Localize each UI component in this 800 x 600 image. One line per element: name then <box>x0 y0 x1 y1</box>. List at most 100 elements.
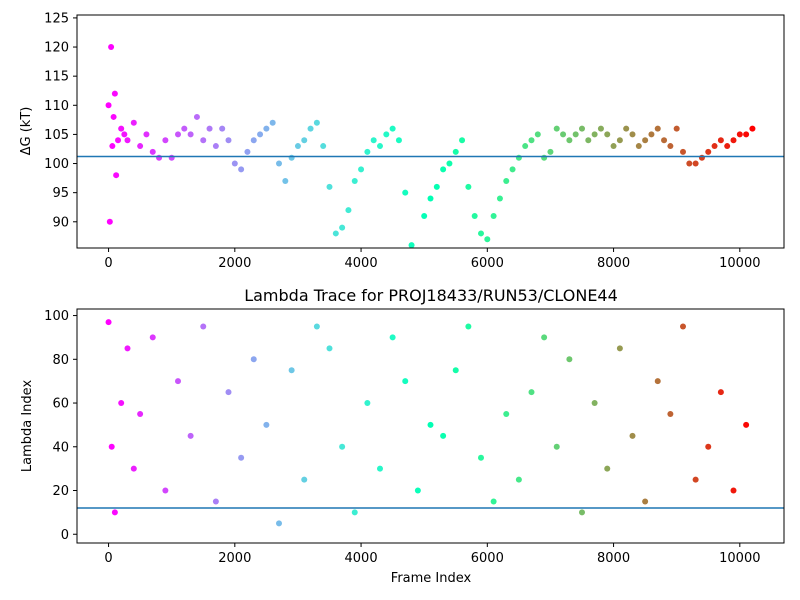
data-point <box>452 367 459 374</box>
data-point <box>692 476 699 483</box>
data-point <box>553 443 560 450</box>
data-point <box>705 443 712 450</box>
data-point <box>427 421 434 428</box>
x-tick-label: 2000 <box>218 551 251 566</box>
data-point <box>553 125 560 132</box>
data-point <box>642 137 649 144</box>
data-point <box>225 389 232 396</box>
data-point <box>162 487 169 494</box>
data-point <box>313 119 320 126</box>
data-point <box>484 236 491 243</box>
data-point <box>446 160 453 167</box>
data-point <box>307 125 314 132</box>
data-point <box>515 154 522 161</box>
x-tick-label: 8000 <box>597 551 630 566</box>
data-point <box>187 432 194 439</box>
y-tick-label: 90 <box>52 215 69 230</box>
x-tick-label: 0 <box>104 551 112 566</box>
data-point <box>105 319 112 326</box>
data-point <box>206 125 213 132</box>
data-point <box>113 172 120 179</box>
data-point <box>522 143 529 150</box>
x-tick-label: 8000 <box>597 256 630 271</box>
data-point <box>162 137 169 144</box>
data-point <box>724 143 731 150</box>
data-point <box>118 125 125 132</box>
data-point <box>623 125 630 132</box>
data-point <box>541 154 548 161</box>
data-point <box>408 242 415 249</box>
lambda-trace-panel: Lambda Trace for PROJ18433/RUN53/CLONE44… <box>20 286 785 586</box>
data-point <box>585 137 592 144</box>
data-point <box>591 131 598 138</box>
data-point <box>730 487 737 494</box>
data-point <box>616 345 623 352</box>
data-point <box>339 443 346 450</box>
data-point <box>370 137 377 144</box>
data-point <box>402 189 409 196</box>
x-tick-label: 0 <box>104 256 112 271</box>
data-point <box>175 131 181 138</box>
y-tick-label: 100 <box>44 309 69 324</box>
data-point <box>433 183 440 190</box>
data-point <box>591 400 598 407</box>
x-tick-label: 4000 <box>345 551 378 566</box>
data-point <box>351 178 358 185</box>
data-point <box>250 356 257 363</box>
data-point <box>610 143 617 150</box>
data-point <box>257 131 264 138</box>
y-tick-label: 95 <box>52 186 69 201</box>
data-point <box>465 323 472 330</box>
data-point <box>743 421 750 428</box>
data-point <box>212 143 219 150</box>
data-point <box>604 465 611 472</box>
y-tick-label: 40 <box>52 440 69 455</box>
data-point <box>579 125 585 132</box>
y-tick-label: 0 <box>61 528 69 543</box>
data-point <box>137 410 144 417</box>
y-tick-label: 105 <box>44 128 69 143</box>
data-point <box>692 160 699 167</box>
data-point <box>187 131 194 138</box>
data-point <box>137 143 144 150</box>
lambda-trace-points <box>105 319 750 527</box>
data-point <box>244 148 251 155</box>
data-point <box>471 212 478 219</box>
data-point <box>364 148 371 155</box>
data-point <box>200 323 207 330</box>
data-point <box>686 160 693 167</box>
x-tick-label: 6000 <box>471 551 504 566</box>
data-point <box>339 224 346 231</box>
data-point <box>515 476 522 483</box>
data-point <box>389 334 396 341</box>
data-point <box>175 378 181 385</box>
lambda-trace-title: Lambda Trace for PROJ18433/RUN53/CLONE44 <box>244 286 618 305</box>
data-point <box>496 195 503 202</box>
data-point <box>478 230 484 237</box>
data-point <box>231 160 238 167</box>
data-point <box>276 160 282 167</box>
data-point <box>389 125 396 132</box>
y-tick-label: 80 <box>52 353 69 368</box>
data-point <box>648 131 655 138</box>
data-point <box>572 131 579 138</box>
data-point <box>377 143 383 150</box>
data-point <box>509 166 516 173</box>
data-point <box>313 323 320 330</box>
delta-g-panel: 0 2000 4000 6000 8000 10000 90 95 100 105 110 115 1… <box>19 11 785 271</box>
data-point <box>478 454 484 461</box>
data-point <box>115 137 122 144</box>
data-point <box>288 154 295 161</box>
data-point <box>452 148 459 155</box>
delta-g-x-ticks: 0 2000 4000 6000 8000 10000 <box>104 248 760 271</box>
y-tick-label: 60 <box>52 397 69 412</box>
x-tick-label: 10000 <box>719 256 760 271</box>
data-point <box>269 119 276 126</box>
data-point <box>263 421 270 428</box>
data-point <box>503 410 510 417</box>
data-point <box>351 509 358 516</box>
data-point <box>212 498 219 505</box>
data-point <box>440 166 447 173</box>
data-point <box>225 137 232 144</box>
